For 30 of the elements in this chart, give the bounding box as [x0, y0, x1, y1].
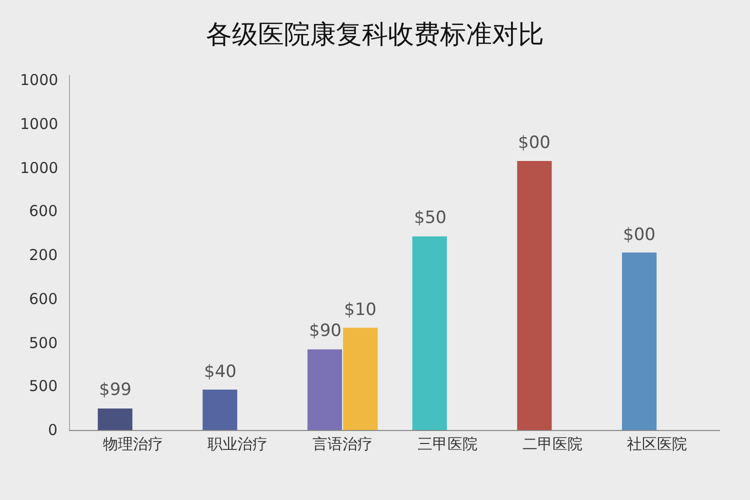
annotation: $90 [309, 321, 342, 341]
annotation: $50 [414, 208, 446, 228]
x-tick-label: 二甲医院 [522, 435, 582, 453]
text: 500 [29, 334, 58, 352]
text: 1000 [20, 71, 58, 89]
x-tick-label: 社区医院 [627, 435, 688, 453]
chart-title: 各级医院康复科收费标准对比 [206, 20, 544, 50]
text: 500 [29, 377, 58, 395]
text: 0 [48, 421, 58, 439]
bar [517, 161, 552, 430]
annotation: $00 [623, 225, 656, 245]
bar [343, 328, 378, 430]
x-tick-label: 三甲医院 [417, 435, 478, 453]
bar [412, 236, 447, 430]
annotation: $10 [344, 300, 376, 320]
annotation: $00 [518, 133, 550, 153]
annotation: $40 [204, 362, 236, 382]
text: 600 [29, 290, 58, 308]
bar [98, 408, 132, 430]
x-tick-label: 言语治疗 [312, 435, 373, 453]
annotation: $99 [99, 380, 132, 400]
x-tick-label: 物理治疗 [102, 435, 163, 453]
bar [202, 390, 238, 430]
text: 1000 [20, 115, 58, 133]
text: 600 [29, 202, 58, 220]
x-tick-label: 职业治疗 [208, 435, 268, 453]
text: 1000 [20, 159, 58, 177]
bar [622, 252, 657, 430]
text: 200 [29, 246, 58, 264]
bar [307, 349, 342, 430]
